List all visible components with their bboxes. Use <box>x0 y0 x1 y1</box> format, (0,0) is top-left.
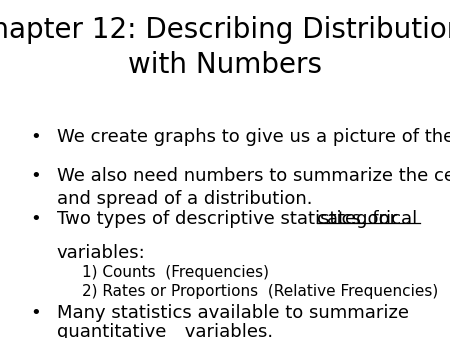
Text: Many statistics available to summarize: Many statistics available to summarize <box>57 304 409 322</box>
Text: 1) Counts  (Frequencies): 1) Counts (Frequencies) <box>82 265 270 280</box>
Text: •: • <box>31 167 41 185</box>
Text: variables:: variables: <box>57 244 145 262</box>
Text: •: • <box>31 304 41 322</box>
Text: We also need numbers to summarize the center
and spread of a distribution.: We also need numbers to summarize the ce… <box>57 167 450 208</box>
Text: Two types of descriptive statistics  for: Two types of descriptive statistics for <box>57 210 402 227</box>
Text: Chapter 12: Describing Distributions
with Numbers: Chapter 12: Describing Distributions wit… <box>0 17 450 79</box>
Text: variables.: variables. <box>179 323 273 338</box>
Text: categorical: categorical <box>317 210 417 227</box>
Text: We create graphs to give us a picture of the data.: We create graphs to give us a picture of… <box>57 128 450 146</box>
Text: •: • <box>31 210 41 227</box>
Text: quantitative: quantitative <box>57 323 166 338</box>
Text: •: • <box>31 128 41 146</box>
Text: 2) Rates or Proportions  (Relative Frequencies): 2) Rates or Proportions (Relative Freque… <box>82 284 439 299</box>
